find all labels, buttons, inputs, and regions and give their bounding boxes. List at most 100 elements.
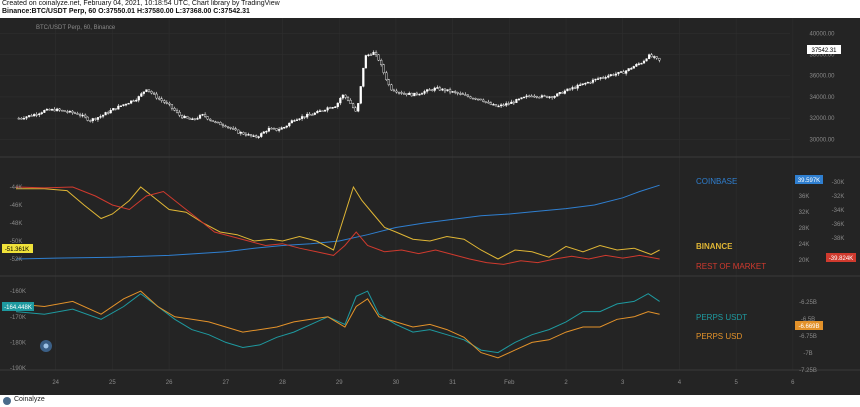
- candle-body: [543, 95, 546, 97]
- candle-body: [214, 121, 217, 123]
- x-tick-label: 2: [564, 380, 568, 386]
- candle-body: [86, 116, 89, 121]
- x-tick-label: 25: [109, 380, 116, 386]
- candle-body: [147, 89, 151, 92]
- candle-body: [428, 89, 431, 91]
- candle-body: [499, 104, 503, 107]
- candle-body: [91, 118, 94, 122]
- candle-body: [234, 128, 237, 131]
- candle-body: [573, 87, 577, 89]
- exchange-right-axis-2: 36K 32K 28K 24K 20K: [799, 194, 810, 264]
- exchange-right-tick: -38K: [832, 236, 845, 242]
- candle-body: [201, 114, 204, 116]
- candle-body: [438, 87, 441, 91]
- perps-left-tick: -190K: [10, 366, 26, 372]
- candle-body: [252, 135, 255, 137]
- legend-perps-usdt: PERPS USDT: [696, 313, 747, 322]
- candle-body: [612, 74, 615, 76]
- legend-rest-of-market: REST OF MARKET: [696, 262, 766, 271]
- candle-body: [464, 94, 467, 96]
- candle-body: [339, 97, 342, 104]
- candle-body: [45, 108, 49, 111]
- candle-body: [50, 109, 54, 111]
- candle-body: [114, 108, 117, 110]
- candle-body: [191, 118, 194, 120]
- candle-body: [298, 118, 301, 120]
- candle-body: [405, 93, 408, 95]
- exchange-left-tick: -46K: [10, 203, 23, 209]
- x-tick-label: Feb: [504, 380, 515, 386]
- candle-body: [650, 54, 653, 58]
- candle-body: [193, 118, 196, 120]
- candle-body: [260, 133, 263, 137]
- candle-body: [607, 75, 610, 78]
- candle-body: [124, 103, 128, 106]
- candle-body: [283, 126, 286, 129]
- x-tick-label: 5: [734, 380, 738, 386]
- candle-body: [341, 94, 344, 99]
- perps-right-tick: -7B: [803, 351, 812, 357]
- candle-body: [158, 97, 161, 100]
- candle-body: [181, 115, 184, 119]
- coinalyze-logo-icon: [3, 397, 11, 405]
- candle-body: [423, 91, 426, 94]
- candle-body: [548, 96, 551, 98]
- candle-body: [579, 84, 582, 86]
- candle-body: [262, 131, 265, 134]
- x-tick-label: 28: [279, 380, 286, 386]
- candle-body: [163, 100, 166, 103]
- candle-body: [160, 98, 163, 101]
- candle-body: [209, 118, 212, 121]
- candle-body: [387, 79, 390, 85]
- perps-lines: [15, 290, 660, 359]
- brand-label: Coinalyze: [14, 396, 45, 403]
- candle-body: [278, 129, 281, 131]
- candle-body: [89, 120, 92, 122]
- candle-body: [272, 127, 276, 130]
- candle-body: [107, 112, 110, 114]
- candle-body: [617, 71, 620, 75]
- candle-body: [137, 96, 140, 101]
- candle-body: [145, 89, 148, 92]
- candle-body: [27, 115, 31, 117]
- perps-left-label: -164.448K: [4, 305, 32, 311]
- candle-body: [415, 92, 418, 95]
- candle-body: [247, 134, 250, 136]
- candle-body: [385, 72, 388, 80]
- candle-body: [249, 134, 253, 137]
- symbol-ohlc: Binance:BTC/USDT Perp, 60 O:37550.01 H:3…: [2, 8, 250, 15]
- x-tick-label: 24: [52, 380, 59, 386]
- candle-body: [308, 113, 311, 116]
- candle-body: [635, 64, 638, 67]
- candle-body: [367, 54, 370, 57]
- perps-left-badge: -164.448K: [2, 302, 34, 311]
- candle-body: [487, 101, 490, 104]
- candle-body: [456, 92, 459, 94]
- candle-body: [502, 104, 505, 107]
- candle-body: [112, 108, 115, 111]
- candle-body: [443, 88, 447, 92]
- candle-body: [175, 110, 179, 113]
- perps-left-tick: -180K: [10, 340, 26, 346]
- candle-body: [48, 108, 51, 111]
- candle-body: [594, 78, 597, 81]
- candle-body: [647, 54, 651, 59]
- coinalyze-watermark-icon: [40, 340, 52, 352]
- chart-canvas[interactable]: BTC/USDT Perp, 60, Binance 30000.00 32000…: [0, 18, 860, 395]
- candle-body: [535, 96, 538, 98]
- candle-body: [165, 102, 168, 104]
- exchange-right-tick-2: 28K: [799, 226, 810, 232]
- candle-body: [522, 96, 526, 99]
- chart-header: Created on coinalyze.net, February 04, 2…: [0, 0, 860, 18]
- candle-body: [331, 107, 334, 109]
- perps-right-tick: -7.25B: [799, 368, 817, 374]
- candle-body: [35, 114, 38, 116]
- candle-body: [38, 113, 41, 116]
- candle-body: [22, 117, 26, 120]
- candle-body: [183, 116, 186, 119]
- x-tick-label: 3: [621, 380, 625, 386]
- candle-body: [216, 121, 219, 124]
- coinbase-line: [15, 184, 660, 260]
- exchange-right-tick: -36K: [832, 222, 845, 228]
- candle-body: [484, 101, 487, 103]
